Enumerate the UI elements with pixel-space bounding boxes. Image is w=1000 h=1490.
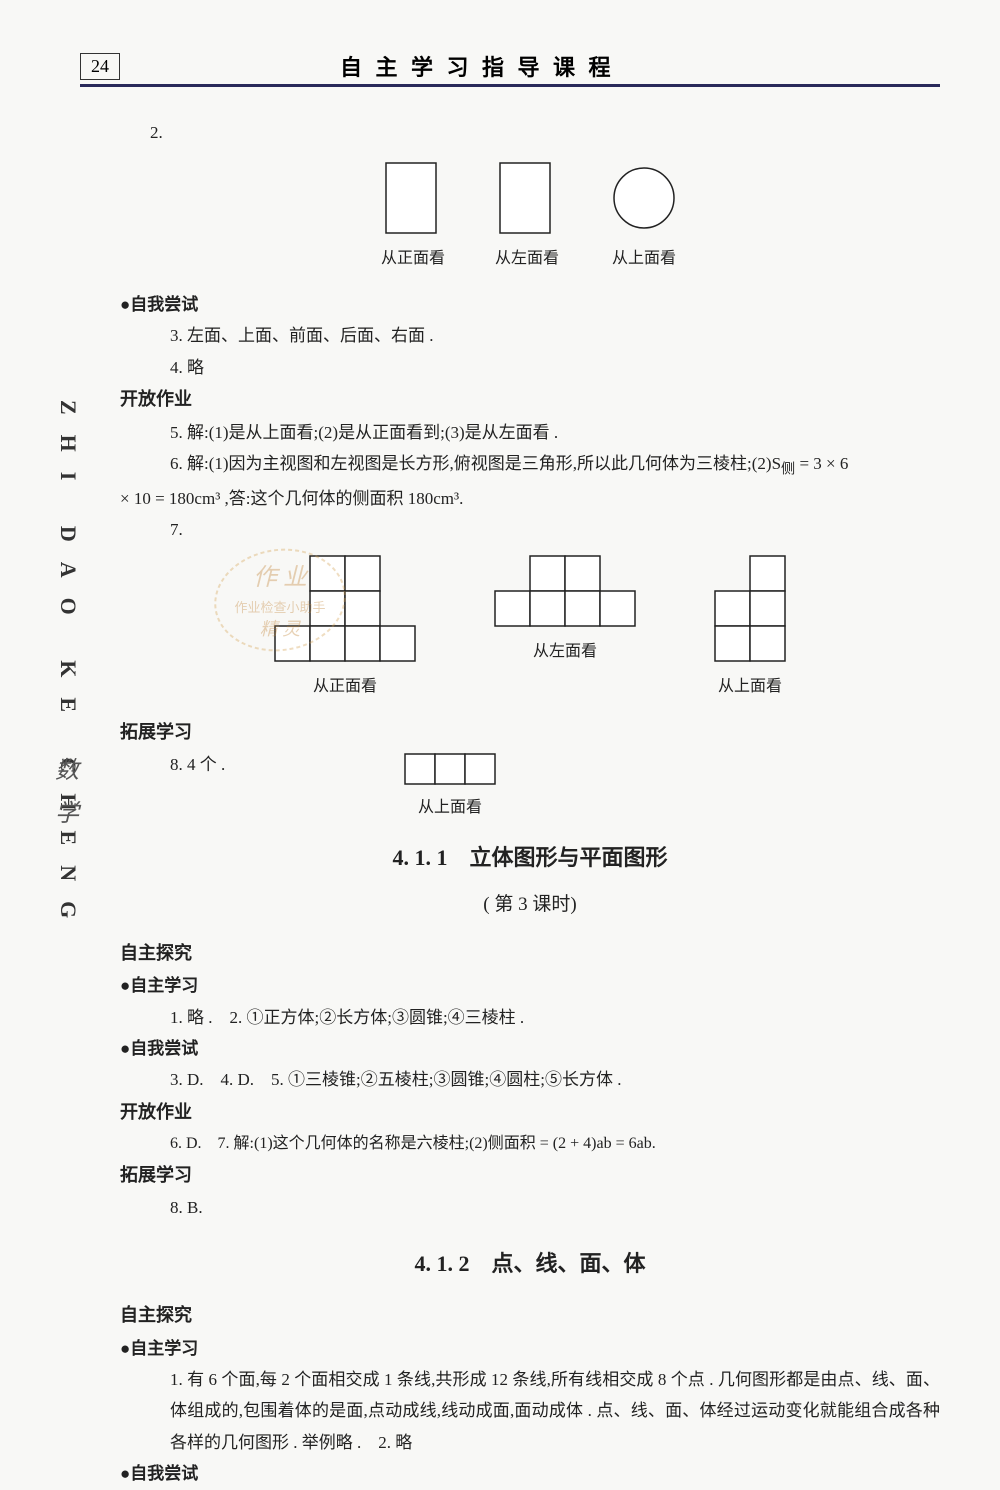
try-label: ●自我尝试 [120,1033,940,1064]
q2-label: 2. [120,117,940,148]
open-hw2-line: 6. D. 7. 解:(1)这个几何体的名称是六棱柱;(2)侧面积 = (2 +… [120,1129,940,1159]
q5-text: 5. 解:(1)是从上面看;(2)是从正面看到;(3)是从左面看 . [120,417,940,448]
q4-text: 4. 略 [120,352,940,383]
q8-top-view: 从上面看 [400,749,500,823]
study-label: ●自主学习 [120,970,940,1001]
open-hw2-label: 开放作业 [120,1096,940,1129]
explore-line1: 1. 略 . 2. ①正方体;②长方体;③圆锥;④三棱柱 . [120,1002,940,1033]
spine-cn-2: 学 [55,793,79,828]
q6-sub: 侧 [781,461,795,477]
q2-top-view: 从上面看 [609,158,679,274]
explore-label: 自主探究 [120,937,940,970]
q7-left-view: 从左面看 [490,551,640,702]
q7-top-label: 从上面看 [710,672,790,702]
self-try-label: ●自我尝试 [120,289,940,320]
q6-a: 6. 解:(1)因为主视图和左视图是长方形,俯视图是三角形,所以此几何体为三棱柱… [170,454,781,473]
open-hw-label: 开放作业 [120,383,940,416]
q2-front-label: 从正面看 [381,244,445,274]
spine-cn-1: 数 [55,750,79,785]
explore2-line1: 1. 有 6 个面,每 2 个面相交成 1 条线,共形成 12 条线,所有线相交… [120,1364,940,1458]
svg-text:精 灵: 精 灵 [260,619,301,639]
q7-front-label: 从正面看 [270,672,420,702]
page-number: 24 [80,53,120,80]
svg-text:作业检查小助手: 作业检查小助手 [234,600,325,615]
spine-pinyin: ZHI DAO KE CHENG [55,400,81,938]
try2-label: ●自我尝试 [120,1458,940,1489]
q8-text: 8. 4 个 . [120,749,400,780]
chapter-411-title: 4. 1. 1 立体图形与平面图形 [120,838,940,879]
chapter-412-title: 4. 1. 2 点、线、面、体 [120,1244,940,1285]
q8-top-label: 从上面看 [400,793,500,823]
extend-label: 拓展学习 [120,716,940,749]
q6-b: = 3 × 6 [795,454,848,473]
study2-label: ●自主学习 [120,1333,940,1364]
spine-cn: 数 学 [55,750,79,828]
q2-front-view: 从正面看 [381,158,445,274]
watermark-seal: 作 业 作业检查小助手 精 灵 [210,530,350,670]
page-title: 自 主 学 习 指 导 课 程 [340,50,615,82]
svg-text:作 业: 作 业 [253,564,309,591]
explore2-label: 自主探究 [120,1299,940,1332]
q2-left-label: 从左面看 [495,244,559,274]
extend2-q8: 8. B. [120,1192,940,1223]
extend2-label: 拓展学习 [120,1159,940,1192]
q2-left-view: 从左面看 [495,158,559,274]
q7-left-label: 从左面看 [490,637,640,667]
q2-top-label: 从上面看 [609,244,679,274]
q3-text: 3. 左面、上面、前面、后面、右面 . [120,320,940,351]
q7-top-view: 从上面看 [710,551,790,702]
chapter-411-sub: ( 第 3 课时) [120,887,940,922]
explore-line2: 3. D. 4. D. 5. ①三棱锥;②五棱柱;③圆锥;④圆柱;⑤长方体 . [120,1064,940,1095]
q6-text: 6. 解:(1)因为主视图和左视图是长方形,俯视图是三角形,所以此几何体为三棱柱… [120,448,940,483]
q2-views-row: 从正面看 从左面看 从上面看 [120,158,940,274]
q6-c: × 10 = 180cm³ ,答:这个几何体的侧面积 180cm³. [120,483,940,514]
